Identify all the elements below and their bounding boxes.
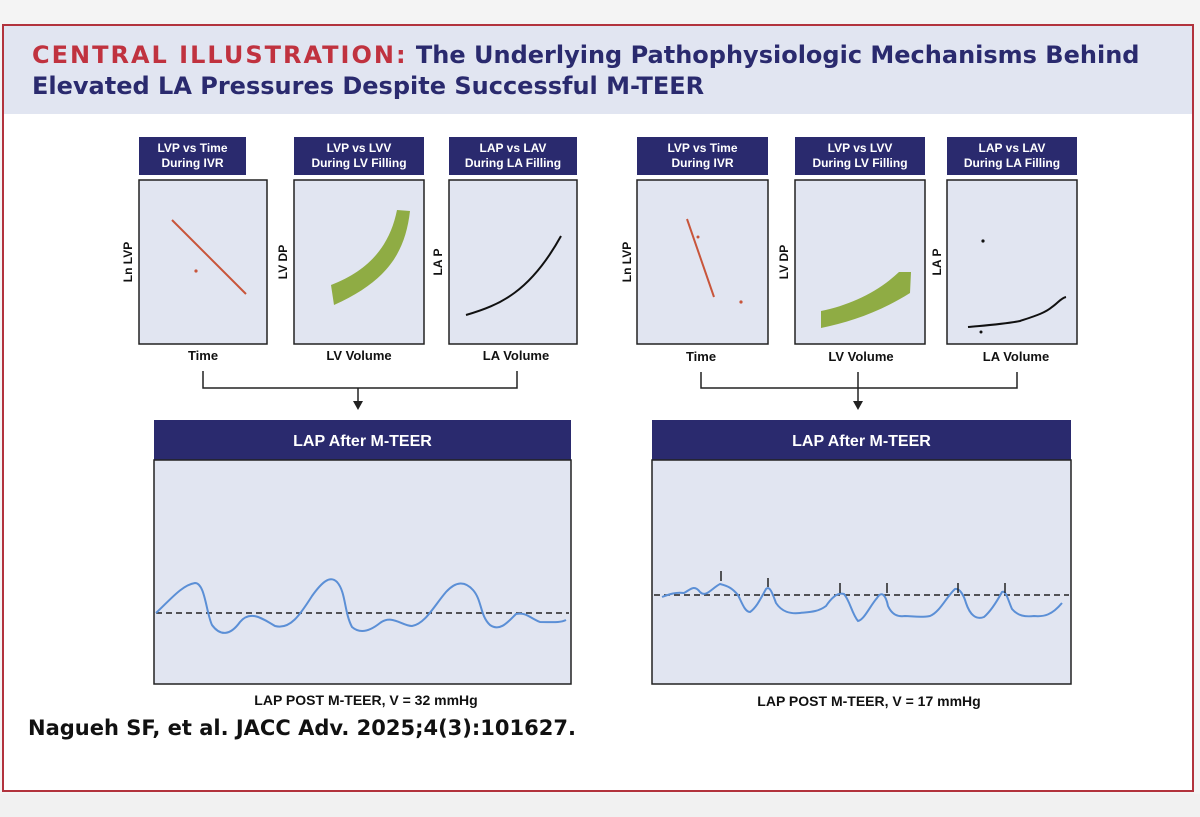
connector-lines	[700, 372, 1018, 402]
y-axis-label: LA P	[431, 249, 445, 276]
x-axis-label: LA Volume	[483, 348, 549, 363]
main-plot-area	[651, 459, 1072, 685]
main-plot-header	[652, 420, 1071, 460]
plot-header-line2: During LV Filling	[311, 156, 406, 170]
down-arrow-icon	[353, 401, 363, 410]
plot-header-line2: During LA Filling	[964, 156, 1060, 170]
illustration-title: CENTRAL ILLUSTRATION: The Underlying Pat…	[32, 40, 1182, 102]
main-plot-caption: LAP POST M-TEER, V = 32 mmHg	[254, 692, 477, 708]
plot-header-line1: LVP vs Time	[667, 141, 737, 155]
connector-lines	[202, 371, 518, 402]
ivr-decay-line	[686, 218, 715, 298]
plot-header-line2: During IVR	[672, 156, 734, 170]
left-panel: LVP vs Time During IVR Ln LVP Time LVP v…	[121, 137, 578, 708]
y-axis-label: LA P	[930, 249, 944, 276]
x-axis-label: LV Volume	[828, 349, 893, 364]
x-axis-label: Time	[188, 348, 218, 363]
left-ivr-plot: LVP vs Time During IVR Ln LVP Time	[121, 137, 268, 363]
la-pressure-volume-curve	[967, 296, 1067, 328]
x-axis-label: LV Volume	[326, 348, 391, 363]
bottom-strip	[0, 794, 1200, 817]
plot-header-line2: During IVR	[162, 156, 224, 170]
data-point	[739, 300, 743, 304]
plot-header	[795, 137, 925, 175]
data-point	[979, 330, 983, 334]
lv-filling-band	[821, 272, 911, 328]
main-plot-header	[154, 420, 571, 460]
lv-filling-band	[331, 210, 410, 305]
left-la-filling-plot: LAP vs LAV During LA Filling LA P LA Vol…	[431, 137, 578, 363]
data-point	[194, 269, 198, 273]
data-point	[696, 235, 700, 239]
x-axis-label: LA Volume	[983, 349, 1049, 364]
y-axis-label: LV DP	[777, 245, 791, 279]
plot-area	[293, 179, 425, 345]
right-panel: LVP vs Time During IVR Ln LVP Time LVP v…	[620, 137, 1078, 709]
title-bar: CENTRAL ILLUSTRATION: The Underlying Pat…	[4, 26, 1192, 114]
plot-area	[138, 179, 268, 345]
main-plot-title: LAP After M-TEER	[293, 433, 432, 450]
plot-header-line1: LVP vs LVV	[828, 141, 893, 155]
plot-header-line2: During LV Filling	[812, 156, 907, 170]
down-arrow-icon	[853, 401, 863, 410]
right-lap-main-plot: LAP After M-TEER LAP POST M-TEER, V = 17…	[651, 420, 1072, 709]
plot-header	[139, 137, 246, 175]
plot-header	[294, 137, 424, 175]
lap-waveform-trace	[155, 578, 567, 634]
plot-area	[448, 179, 578, 345]
ivr-decay-line	[171, 219, 247, 295]
left-lv-filling-plot: LVP vs LVV During LV Filling LV DP LV Vo…	[276, 137, 425, 363]
plot-header	[449, 137, 577, 175]
title-text: The Underlying Pathophysiologic Mechanis…	[32, 41, 1140, 100]
plot-area	[946, 179, 1078, 345]
la-pressure-volume-curve	[465, 235, 562, 316]
right-la-filling-plot: LAP vs LAV During LA Filling LA P LA Vol…	[930, 137, 1078, 364]
plot-header	[637, 137, 768, 175]
y-axis-label: Ln LVP	[620, 242, 634, 282]
y-axis-label: LV DP	[276, 245, 290, 279]
plot-area	[794, 179, 926, 345]
lap-waveform-trace	[661, 582, 1063, 623]
plot-header-line1: LVP vs Time	[157, 141, 227, 155]
citation: Nagueh SF, et al. JACC Adv. 2025;4(3):10…	[28, 716, 576, 740]
plot-header-line1: LAP vs LAV	[979, 141, 1046, 155]
plot-header	[947, 137, 1077, 175]
y-axis-label: Ln LVP	[121, 242, 135, 282]
x-axis-label: Time	[686, 349, 716, 364]
left-lap-main-plot: LAP After M-TEER LAP POST M-TEER, V = 32…	[153, 420, 572, 708]
plot-header-line1: LAP vs LAV	[480, 141, 547, 155]
title-label: CENTRAL ILLUSTRATION:	[32, 41, 408, 69]
main-plot-caption: LAP POST M-TEER, V = 17 mmHg	[757, 693, 980, 709]
main-plot-area	[153, 459, 572, 685]
main-plot-title: LAP After M-TEER	[792, 433, 931, 450]
plot-header-line1: LVP vs LVV	[327, 141, 392, 155]
data-point	[981, 239, 985, 243]
right-ivr-plot: LVP vs Time During IVR Ln LVP Time	[620, 137, 769, 364]
plot-header-line2: During LA Filling	[465, 156, 561, 170]
right-lv-filling-plot: LVP vs LVV During LV Filling LV DP LV Vo…	[777, 137, 926, 364]
